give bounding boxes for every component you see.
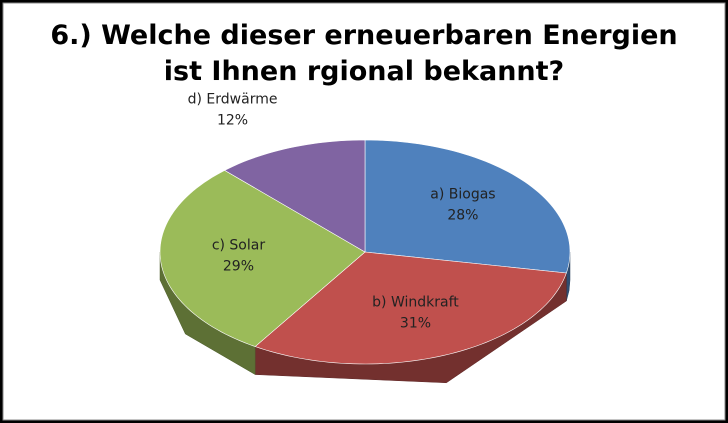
pie-slice — [159, 170, 366, 375]
slice-top — [254, 251, 567, 365]
slice-top — [224, 139, 366, 253]
chart-title: 6.) Welche dieser erneuerbaren Energien — [50, 20, 677, 51]
data-label-value: 28% — [447, 208, 478, 224]
pie-slice — [364, 139, 571, 302]
data-label-category: d) Erdwärme — [188, 92, 278, 108]
data-label-category: c) Solar — [212, 238, 266, 254]
data-label-category: a) Biogas — [430, 187, 495, 203]
data-label-value: 12% — [217, 113, 248, 129]
slice-top — [159, 170, 366, 347]
pie-slice — [254, 251, 567, 384]
data-label-category: b) Windkraft — [372, 295, 459, 311]
chart-title: ist Ihnen rgional bekannt? — [164, 56, 564, 87]
data-label-value: 31% — [400, 316, 431, 332]
slice-top — [364, 139, 571, 274]
data-label-value: 29% — [223, 259, 254, 275]
pie-slice — [224, 139, 366, 253]
